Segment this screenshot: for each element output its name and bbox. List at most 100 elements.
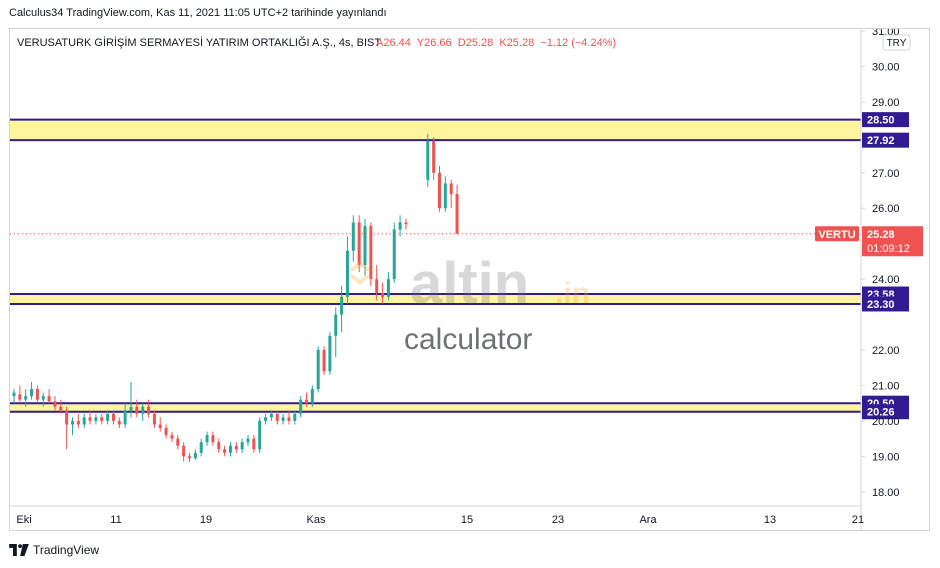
- y-tick-label: 30.00: [872, 61, 900, 73]
- zone-price-tag: [862, 296, 909, 312]
- candle-body: [53, 401, 57, 407]
- candle-body: [328, 335, 332, 372]
- legend-ohlc: A26.44 Y26.66 D25.28 K25.28 −1.12 (−4.24…: [376, 37, 616, 49]
- candle-body: [193, 452, 197, 459]
- watermark-logo-suffix: .in: [555, 277, 590, 310]
- x-tick-label: 19: [200, 514, 212, 526]
- last-price-value: 25.28: [867, 229, 895, 241]
- watermark-subtitle: calculator: [404, 323, 532, 356]
- candle-body: [100, 417, 104, 421]
- footer[interactable]: TradingView: [9, 542, 99, 558]
- y-tick-label: 27.00: [872, 168, 900, 180]
- candle-body: [351, 222, 355, 251]
- symbol-tag: [815, 226, 859, 242]
- candle-body: [223, 449, 227, 453]
- y-tick-label: 20.00: [872, 416, 900, 428]
- candle-body: [141, 406, 145, 414]
- candle-body: [123, 410, 127, 425]
- candle-body: [455, 194, 459, 234]
- candle-body: [71, 420, 74, 425]
- candle-body: [340, 296, 344, 315]
- candle-body: [117, 420, 121, 425]
- candle-body: [375, 279, 379, 294]
- time-axis: Eki 11 19 Kas 15 23 Ara 13 21: [16, 514, 864, 526]
- x-tick-label: 13: [764, 514, 776, 526]
- zones-layer: [10, 118, 861, 413]
- zone-price-label: 28.50: [867, 115, 895, 127]
- candle-body: [363, 225, 367, 265]
- currency-badge[interactable]: TRY: [882, 34, 911, 51]
- zone-price-tag: [862, 404, 909, 420]
- candle-body: [41, 396, 45, 400]
- candle-body: [82, 417, 86, 425]
- y-tick-label: 26.00: [872, 203, 900, 215]
- x-tick-label: Ara: [639, 514, 657, 526]
- candle-body: [322, 350, 326, 372]
- candle-body: [164, 428, 168, 436]
- zone-price-tag: [862, 132, 909, 148]
- candle-body: [106, 413, 110, 421]
- candle-body: [316, 350, 320, 390]
- legend-name: VERUSATURK GİRİŞİM SERMAYESİ YATIRIM ORT…: [17, 36, 381, 49]
- y-tick-label: 21.00: [872, 380, 900, 392]
- candle-body: [404, 222, 408, 225]
- last-price-tag: [862, 226, 923, 257]
- candle-body: [369, 225, 373, 280]
- candle-body: [281, 417, 285, 421]
- zone-price-label: 23.30: [867, 299, 895, 311]
- candle-body: [258, 420, 262, 450]
- candlestick-chart[interactable]: altin .in calculator VERUSATURK GİRİŞİM …: [10, 29, 929, 530]
- candle-body: [345, 250, 349, 297]
- candle-body: [357, 222, 361, 265]
- candle-body: [76, 420, 80, 425]
- x-tick-label: 11: [110, 514, 121, 526]
- candle-body: [176, 438, 180, 446]
- candle-body: [170, 435, 174, 439]
- candle-body: [158, 424, 162, 429]
- zone-price-label: 20.26: [867, 407, 895, 419]
- candle-body: [217, 442, 221, 450]
- candle-body: [47, 396, 51, 402]
- candle-body: [147, 406, 151, 414]
- y-tick-label: 24.00: [872, 274, 900, 286]
- y-tick-label: 19.00: [872, 451, 900, 463]
- x-tick-label: 15: [461, 514, 473, 526]
- candle-body: [438, 172, 441, 209]
- x-tick-label: 21: [852, 514, 864, 526]
- zone-band: [10, 403, 861, 412]
- candle-body: [152, 413, 156, 425]
- currency-label: TRY: [887, 38, 907, 49]
- x-tick-label: Kas: [307, 514, 326, 526]
- publish-header: Calculus34 TradingView.com, Kas 11, 2021…: [9, 7, 387, 19]
- watermark-logo-text: altin: [410, 251, 529, 316]
- candle-body: [30, 389, 34, 397]
- candle-body: [188, 456, 191, 459]
- candle-body: [12, 392, 16, 397]
- bar-countdown: 01:09:12: [867, 243, 910, 255]
- candle-body: [211, 435, 215, 443]
- symbol-tag-text: VERTU: [818, 229, 855, 241]
- y-tick-label: 18.00: [872, 487, 900, 499]
- candle-body: [228, 445, 232, 453]
- candle-body: [59, 406, 63, 411]
- candles-layer: [12, 133, 459, 462]
- y-tick-label: 29.00: [872, 97, 900, 109]
- price-axis: 28.5027.9223.5823.3020.5020.2618.0019.00…: [861, 29, 909, 499]
- candle-body: [293, 413, 297, 421]
- candle-body: [135, 406, 139, 414]
- candle-body: [269, 413, 273, 418]
- candle-body: [426, 140, 430, 180]
- zone-band: [10, 294, 861, 304]
- candle-body: [234, 445, 238, 450]
- x-tick-label: Eki: [16, 514, 31, 526]
- last-price-tags: VERTU 25.28 01:09:12: [815, 226, 923, 257]
- chart-frame[interactable]: altin .in calculator VERUSATURK GİRİŞİM …: [9, 28, 930, 531]
- y-tick-label: 31.00: [872, 29, 900, 38]
- candle-body: [65, 410, 69, 425]
- candle-body: [386, 279, 390, 297]
- candle-body: [18, 394, 22, 400]
- zone-price-label: 27.92: [867, 135, 895, 147]
- candle-body: [88, 417, 92, 421]
- candle-body: [334, 314, 338, 336]
- candle-body: [398, 222, 402, 230]
